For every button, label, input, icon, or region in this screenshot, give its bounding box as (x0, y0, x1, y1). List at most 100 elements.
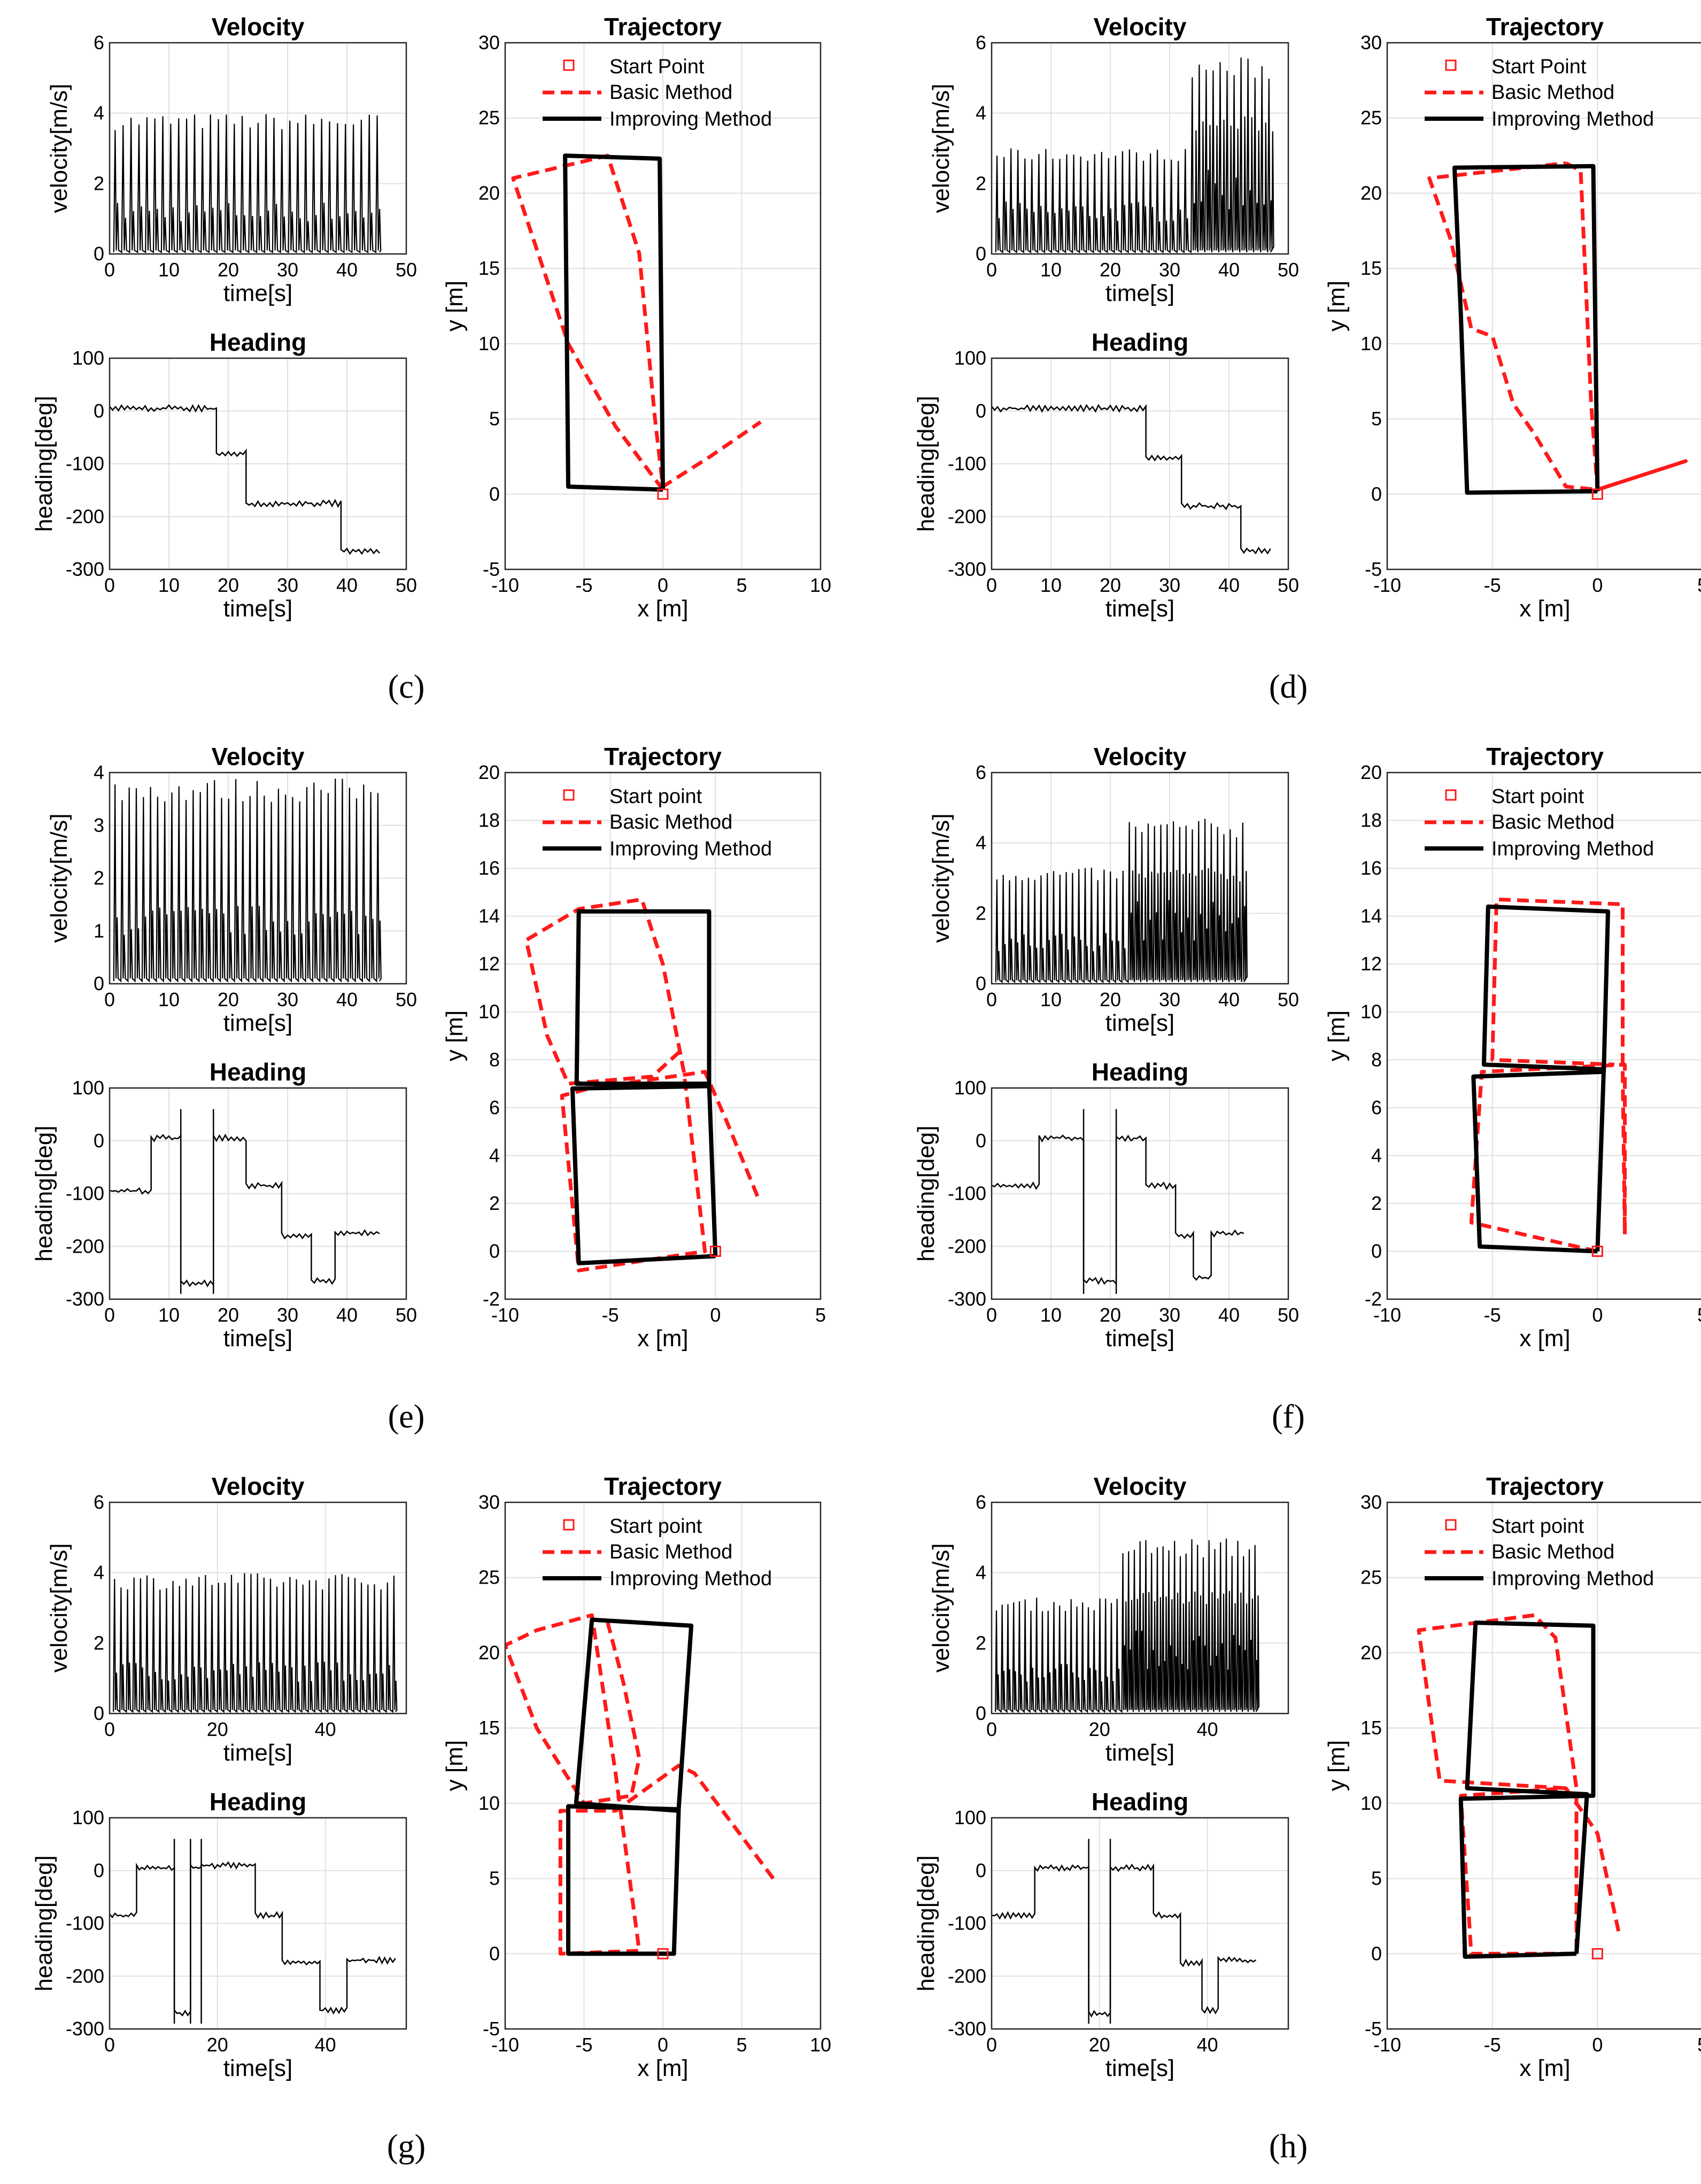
velocity-xtick-label: 20 (218, 259, 239, 281)
heading-title: Heading (1092, 328, 1188, 356)
trajectory-ytick-label: 10 (478, 1001, 500, 1023)
velocity-xtick-label: 40 (336, 259, 358, 281)
trajectory-ytick-label: -5 (1365, 558, 1382, 580)
velocity-ytick-label: 4 (94, 761, 104, 783)
velocity-axes-frame (109, 42, 407, 255)
improving-method-series (1471, 904, 1610, 1254)
velocity-xtick-label: 30 (277, 259, 298, 281)
legend-start-marker (1445, 1519, 1457, 1531)
trajectory-ytick-label: -5 (483, 2018, 500, 2040)
trajectory-ytick-label: -5 (1365, 2018, 1382, 2040)
trajectory-xtick-label: -5 (1484, 574, 1501, 596)
heading-ytick-label: -300 (66, 558, 104, 580)
velocity-ytick-label: 6 (94, 1491, 104, 1513)
trajectory-ytick-label: 20 (478, 182, 500, 204)
velocity-xtick-label: 40 (336, 989, 358, 1010)
heading-xtick-label: 20 (218, 574, 239, 596)
heading-xlabel: time[s] (1105, 596, 1175, 622)
panel-c: 0 10 20 30 40 500246Velocitytime[s]velocity[m… (31, 13, 831, 705)
trajectory-ytick-label: 0 (489, 483, 500, 505)
trajectory-ytick-label: 25 (478, 107, 500, 129)
heading-ytick-label: 100 (954, 1807, 986, 1828)
trajectory-xtick-label: 5 (736, 2034, 747, 2056)
start-point-marker (657, 488, 669, 500)
start-point-marker (1591, 488, 1603, 500)
velocity-ytick-label: 3 (94, 814, 104, 836)
trajectory-xtick-label: -5 (1484, 1304, 1501, 1326)
heading-ytick-label: -300 (66, 1288, 104, 1310)
trajectory-xtick-label: -10 (491, 2034, 519, 2056)
velocity-xtick-label: 20 (1100, 989, 1121, 1010)
trajectory-ytick-label: 4 (489, 1144, 500, 1166)
trajectory-legend: Start point Basic Method Improving Method (543, 1515, 772, 1590)
heading-ytick-label: -300 (948, 2018, 986, 2040)
trajectory-ytick-label: 5 (1371, 1867, 1382, 1889)
velocity-xtick-label: 0 (104, 259, 115, 281)
velocity-ytick-label: 4 (976, 102, 986, 124)
legend-start-label: Start Point (609, 56, 705, 78)
trajectory-xtick-label: 5 (815, 1304, 826, 1326)
heading-ytick-label: 100 (72, 1077, 104, 1099)
trajectory-ytick-label: 20 (478, 761, 500, 783)
trajectory-ytick-label: 5 (489, 1867, 500, 1889)
trajectory-ytick-label: 20 (1360, 182, 1382, 204)
heading-xtick-label: 50 (1278, 574, 1299, 596)
trajectory-ytick-label: 30 (1360, 32, 1382, 53)
trajectory-xtick-label: -10 (1373, 574, 1401, 596)
velocity-xtick-label: 50 (396, 259, 417, 281)
velocity-ylabel: velocity[m/s] (46, 83, 72, 213)
velocity-axes-frame (991, 1501, 1289, 1715)
velocity-chart: 0 10 20 30 40 50 0 2 4 6 Velocity time[s] velocity[m… (928, 13, 1299, 306)
trajectory-series-group (505, 1613, 775, 1959)
heading-axes-frame (109, 1817, 407, 2030)
legend-basic-label: Basic Method (609, 1541, 732, 1563)
trajectory-ytick-label: -5 (483, 558, 500, 580)
heading-ytick-label: -200 (66, 1235, 104, 1257)
trajectory-ytick-label: 30 (478, 32, 500, 53)
heading-xtick-label: 50 (396, 574, 417, 596)
trajectory-series-group (524, 897, 760, 1272)
trajectory-ytick-label: 6 (489, 1097, 500, 1118)
velocity-ytick-label: 4 (94, 1562, 104, 1584)
velocity-chart: 0 20 40 0 2 4 6 Velocity time[s] velocity[m/s] (46, 1472, 407, 1766)
improving-method-series (570, 909, 718, 1265)
heading-ytick-label: -200 (66, 505, 104, 527)
trajectory-xlabel: x [m] (1519, 596, 1570, 622)
heading-xtick-label: 30 (1159, 1304, 1180, 1326)
velocity-xtick-label: 20 (1100, 259, 1121, 281)
heading-series (109, 1133, 380, 1288)
trajectory-ytick-label: 10 (1360, 333, 1382, 354)
panel-d: 0 10 20 30 40 500246Velocitytime[s]velocity[m… (913, 13, 1701, 705)
heading-xtick-label: 50 (396, 1304, 417, 1326)
velocity-xtick-label: 50 (396, 989, 417, 1010)
heading-ytick-label: 0 (976, 1859, 986, 1881)
legend-start-label: Start point (609, 1515, 702, 1538)
velocity-xlabel: time[s] (223, 1010, 293, 1036)
velocity-xtick-label: 20 (1089, 1718, 1110, 1740)
trajectory-ylabel: y [m] (1324, 281, 1350, 331)
heading-ytick-label: -200 (948, 1235, 986, 1257)
panel-g: 0 20 40 0 2 4 6 Velocity time[s] velocity[m/s] 0 20… (31, 1472, 831, 2165)
trajectory-ytick-label: 25 (1360, 107, 1382, 129)
legend-basic-label: Basic Method (1491, 1541, 1614, 1563)
heading-series (991, 1863, 1257, 2018)
velocity-xtick-label: 50 (1278, 259, 1299, 281)
heading-title: Heading (1092, 1788, 1188, 1816)
trajectory-xtick-label: 0 (1592, 574, 1603, 596)
panel-label: (h) (1269, 2128, 1308, 2165)
trajectory-series-group (1417, 1613, 1621, 1959)
trajectory-ytick-label: 12 (478, 953, 500, 975)
trajectory-xtick-label: 0 (658, 574, 668, 596)
heading-xtick-label: 30 (277, 574, 298, 596)
trajectory-ytick-label: 0 (1371, 483, 1382, 505)
velocity-ytick-label: 2 (94, 867, 104, 889)
heading-xtick-label: 20 (218, 1304, 239, 1326)
trajectory-plot-area (1387, 43, 1701, 569)
trajectory-xtick-label: 0 (710, 1304, 721, 1326)
heading-xlabel: time[s] (1105, 1325, 1175, 1352)
heading-ytick-label: -200 (66, 1965, 104, 1987)
trajectory-xlabel: x [m] (1519, 1325, 1570, 1352)
trajectory-ytick-label: 25 (478, 1566, 500, 1588)
trajectory-ytick-label: 10 (1360, 1792, 1382, 1814)
